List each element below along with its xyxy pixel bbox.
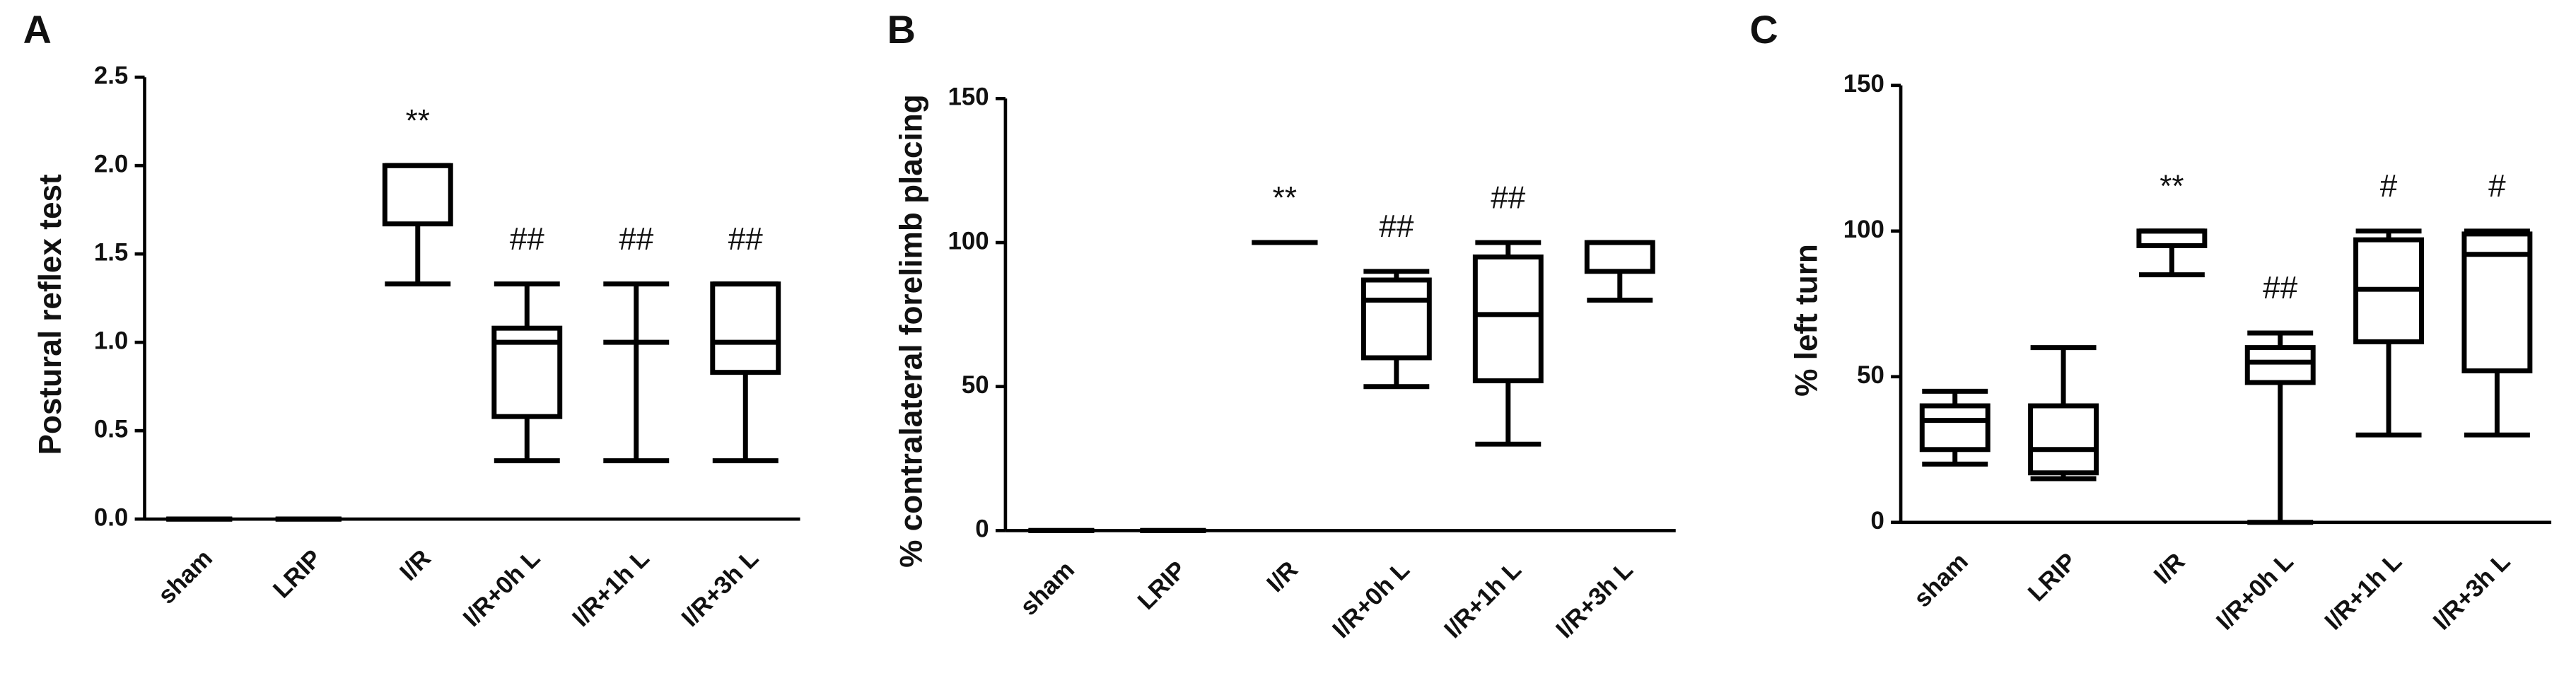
x-tick-label: sham: [1908, 547, 1974, 612]
x-tick-label: I/R: [1261, 556, 1303, 597]
significance-mark: ##: [2263, 271, 2298, 305]
y-tick-label: 0: [1870, 507, 1884, 535]
significance-mark: ##: [510, 222, 545, 257]
panel-label: A: [23, 8, 52, 52]
x-tick-label: I/R+1h L: [1439, 556, 1527, 643]
y-tick-label: 2.0: [94, 150, 128, 177]
box: [710, 281, 781, 375]
x-tick-label: I/R+1h L: [567, 544, 655, 632]
panel-label: C: [1749, 8, 1778, 52]
significance-mark: ##: [728, 222, 764, 257]
significance-mark: ##: [619, 222, 654, 257]
y-tick-label: 100: [948, 227, 989, 255]
y-axis-label: Postural reflex test: [33, 174, 68, 455]
x-tick-label: I/R+0h L: [1327, 556, 1415, 643]
y-tick-label: 150: [1843, 70, 1884, 98]
box: [2028, 403, 2099, 476]
box: [382, 163, 453, 227]
y-tick-label: 2.5: [94, 62, 128, 89]
y-tick-label: 100: [1843, 216, 1884, 243]
y-tick-label: 1.5: [94, 238, 128, 266]
x-tick-label: I/R: [395, 544, 436, 586]
significance-mark: **: [406, 103, 430, 138]
x-tick-label: I/R+3h L: [2428, 547, 2515, 635]
x-tick-label: I/R: [2148, 547, 2190, 589]
box: [1360, 277, 1432, 361]
y-tick-label: 50: [1857, 361, 1884, 389]
significance-mark: **: [1273, 180, 1297, 215]
y-tick-label: 0.5: [94, 415, 128, 443]
x-tick-label: I/R+3h L: [1551, 556, 1638, 643]
box: [2244, 345, 2316, 385]
box: [1472, 254, 1544, 384]
y-tick-label: 150: [948, 83, 989, 111]
significance-mark: #: [2488, 169, 2506, 204]
x-tick-label: I/R+1h L: [2319, 547, 2407, 635]
x-tick-label: I/R+0h L: [457, 544, 545, 632]
significance-mark: ##: [1379, 209, 1414, 244]
box: [491, 325, 563, 419]
panel-label: B: [887, 8, 916, 52]
x-tick-label: I/R+0h L: [2211, 547, 2299, 635]
y-axis-label: % left turn: [1790, 244, 1824, 397]
y-tick-label: 1.0: [94, 327, 128, 354]
x-tick-label: LRIP: [268, 544, 327, 604]
significance-mark: **: [2160, 169, 2184, 204]
significance-mark: #: [2380, 169, 2398, 204]
x-tick-label: sham: [1015, 556, 1080, 621]
box: [2461, 231, 2533, 374]
y-tick-label: 0.0: [94, 503, 128, 531]
y-tick-label: 0: [975, 515, 989, 543]
box: [1584, 240, 1655, 274]
x-tick-label: LRIP: [2022, 547, 2082, 607]
x-tick-label: sham: [153, 544, 218, 609]
y-axis-label: % contralateral forelimb placing: [894, 94, 928, 567]
y-tick-label: 50: [962, 371, 989, 399]
x-tick-label: LRIP: [1132, 556, 1191, 615]
significance-mark: ##: [1491, 180, 1526, 215]
x-tick-label: I/R+3h L: [676, 544, 764, 632]
box: [1919, 403, 1991, 453]
